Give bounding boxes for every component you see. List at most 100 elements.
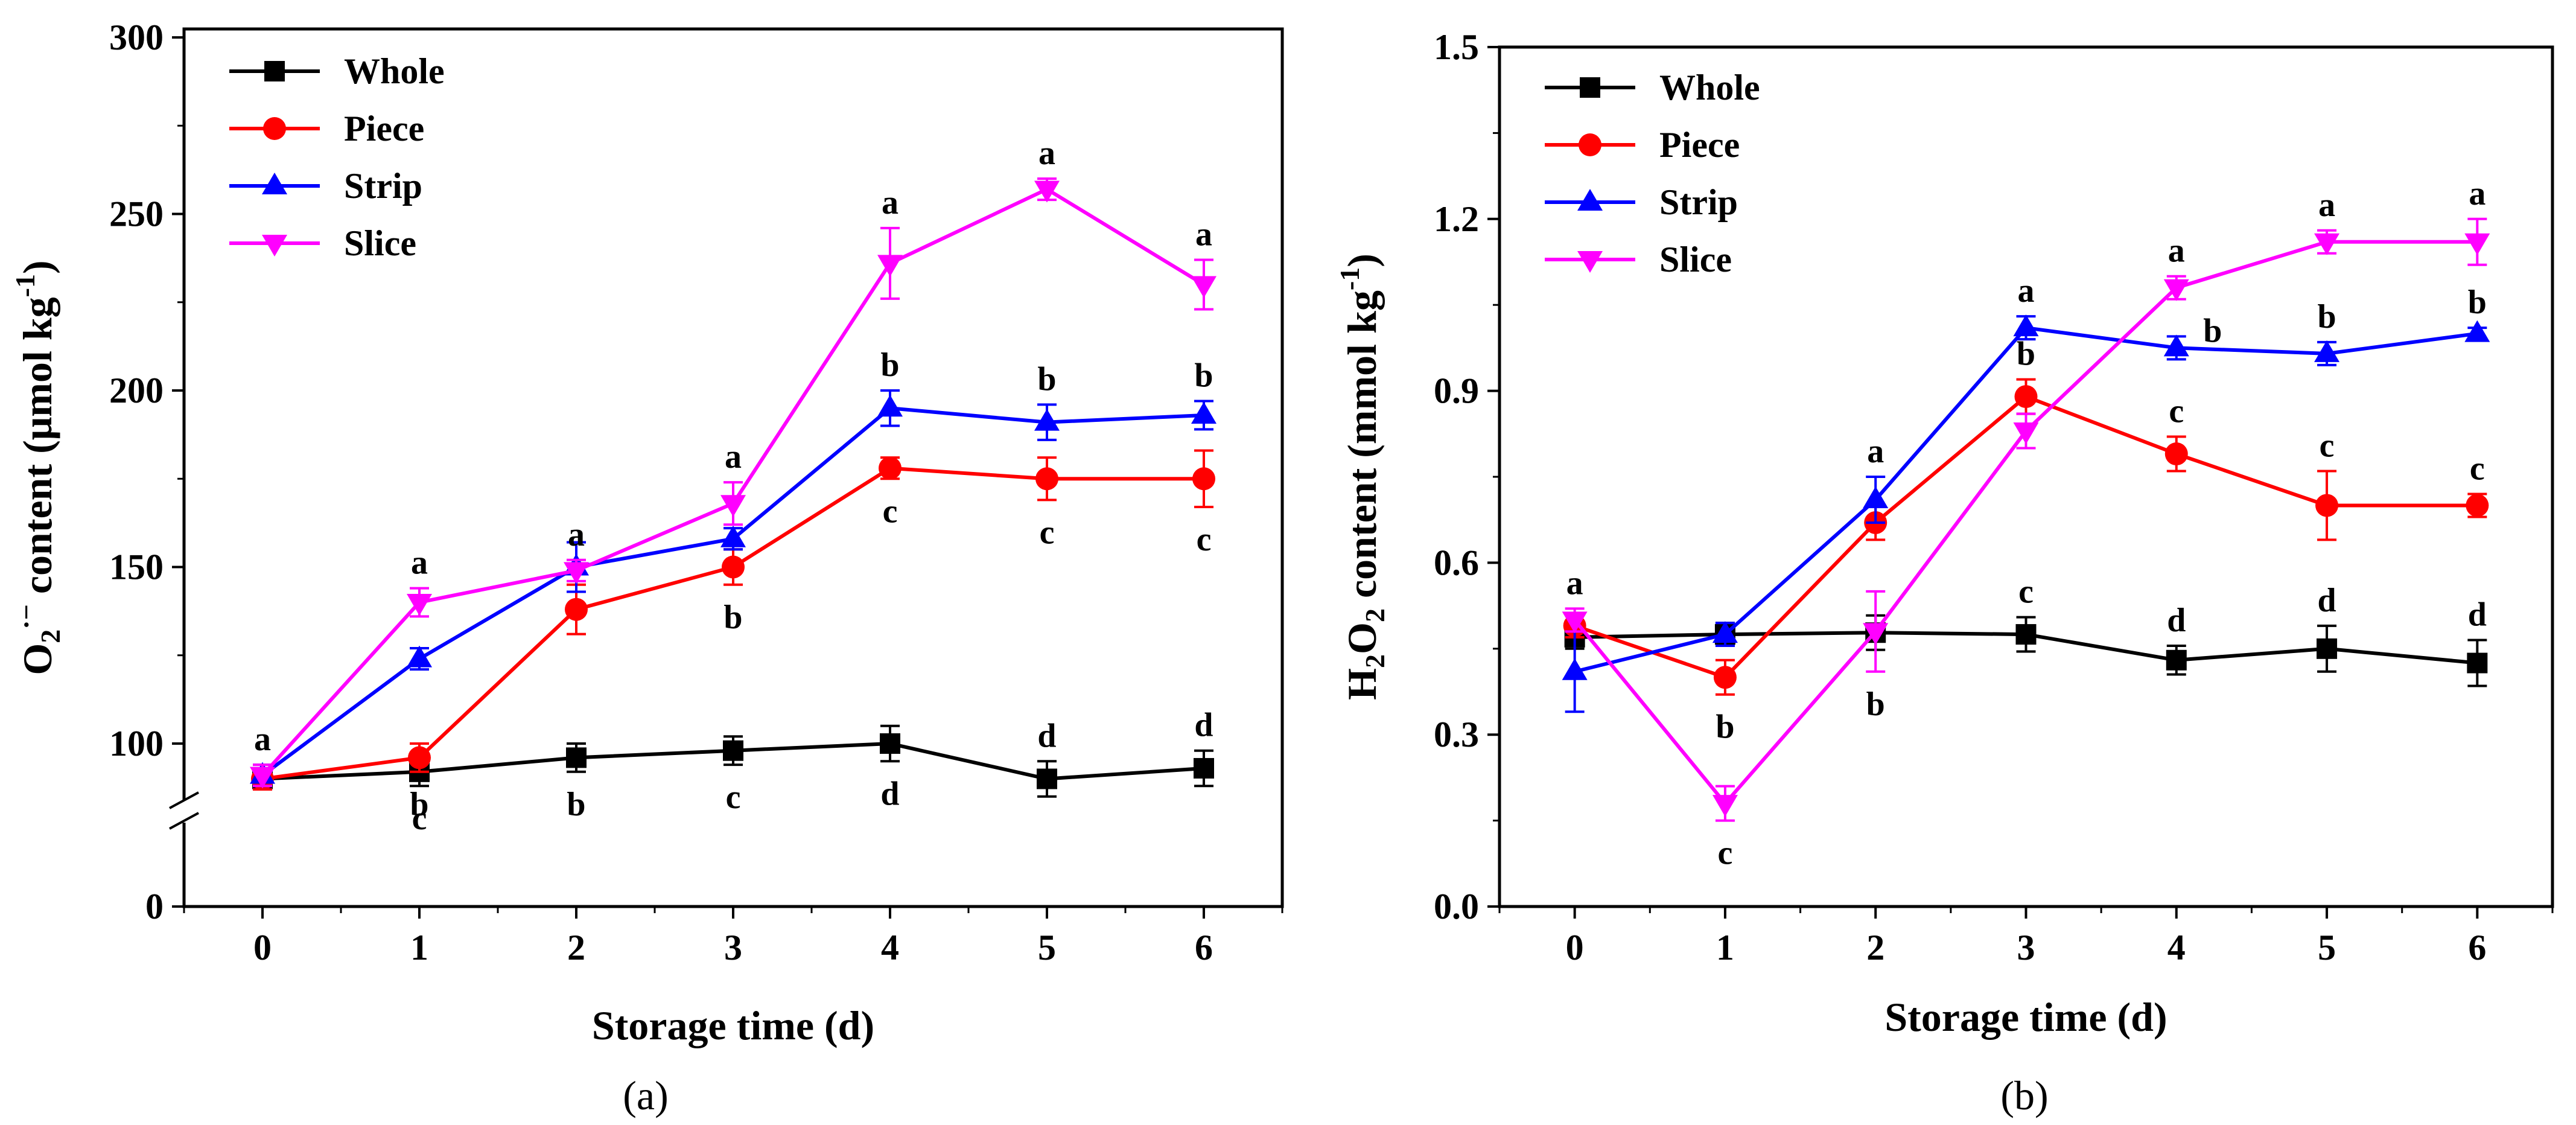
panel-a-series-slice-point xyxy=(1191,276,1216,298)
panel-b-ytick-label: 1.5 xyxy=(1434,27,1479,67)
panel-b-series-strip-point xyxy=(2314,340,2340,362)
panel-a-series-piece-point xyxy=(879,456,902,480)
panel-a-ytick-label: 150 xyxy=(109,547,164,587)
panel-b-significance-letter: d xyxy=(2167,602,2186,639)
panel-a-significance-letter: a xyxy=(411,544,428,582)
panel-b-significance-letter: c xyxy=(2320,427,2335,465)
panel-a-panel-label: (a) xyxy=(623,1072,668,1118)
panel-a-xtick-label: 4 xyxy=(881,928,899,967)
panel-b-series-whole-point xyxy=(2015,624,2037,645)
panel-b-chart: 0.0 0.3 0.6 0.9 1.2 1.5 0 1 2 3 4 5 6 Storage time (d… xyxy=(1334,27,2554,1118)
panel-a-xtick-label: 1 xyxy=(410,928,428,967)
panel-b-ytick-label: 0.0 xyxy=(1434,887,1479,926)
panel-b-significance-letter: a xyxy=(1867,433,1884,470)
panel-a-significance-letter: a xyxy=(725,438,742,476)
panel-a-series-whole-point xyxy=(566,747,587,768)
panel-b-significance-letter: c xyxy=(1717,835,1732,872)
panel-b-significance-letter: a xyxy=(2318,186,2335,224)
panel-b-significance-letter: c xyxy=(2169,393,2184,430)
panel-b-series-whole xyxy=(1564,614,2488,687)
panel-b-significance-letter: a xyxy=(2018,272,2035,310)
panel-a-axis-break-mark xyxy=(169,791,199,809)
panel-b-series-slice-point xyxy=(2013,422,2039,445)
panel-b-series-strip xyxy=(1562,314,2490,713)
panel-a-series-strip-point xyxy=(877,395,903,417)
panel-b-series-piece-point xyxy=(2014,385,2038,409)
panel-b-plot-frame xyxy=(1498,45,2554,908)
panel-b-legend-label: Piece xyxy=(1659,125,1740,165)
panel-b-series-strip-point xyxy=(1712,621,1738,643)
panel-b-legend-label: Strip xyxy=(1659,182,1738,222)
panel-a-series-strip-point xyxy=(1191,401,1216,424)
panel-a-series-slice-point xyxy=(250,766,275,789)
panel-b-series-slice-point xyxy=(1562,611,1588,634)
panel-b-legend-marker xyxy=(1577,189,1603,211)
panel-b-xtick-label: 5 xyxy=(2318,928,2336,967)
panel-a-significance-letter: a xyxy=(882,184,898,221)
panel-b-legend-marker xyxy=(1580,77,1600,98)
panel-a-series-piece-point xyxy=(565,598,588,621)
panel-b-panel-label: (b) xyxy=(2000,1072,2048,1118)
panel-b-ytick-label: 0.3 xyxy=(1434,715,1479,754)
panel-a-series-slice-point xyxy=(1034,180,1060,203)
panel-b-significance-letter: b xyxy=(2017,336,2035,373)
panel-a-significance-letter: c xyxy=(412,800,427,837)
panel-b-legend-label: Whole xyxy=(1659,68,1760,107)
panel-b-series-strip-point xyxy=(2013,314,2039,337)
panel-b-xtick-label: 6 xyxy=(2468,928,2486,967)
panel-a-axis-break-mark xyxy=(169,812,199,830)
panel-a-axis-break-gap xyxy=(168,801,200,823)
panel-a-series-piece-point xyxy=(408,746,431,770)
panel-a-legend-label: Strip xyxy=(344,166,422,206)
panel-a-xtick-label: 6 xyxy=(1195,928,1213,967)
panel-b-series-piece-point xyxy=(1713,666,1737,689)
panel-a-significance-letter: c xyxy=(883,492,898,530)
panel-b-series-piece xyxy=(1563,378,2489,696)
panel-b-significance-letter: a xyxy=(2168,232,2185,270)
panel-a-xtick-label: 3 xyxy=(724,928,742,967)
panel-a-significance-letter: b xyxy=(567,786,585,823)
panel-b-significance-letter: b xyxy=(1866,686,1885,723)
panel-b-series-whole-point xyxy=(2467,652,2488,674)
panel-b-legend-label: Slice xyxy=(1659,240,1732,279)
panel-b-series-piece-point xyxy=(2315,494,2339,517)
panel-b-significance-letter: d xyxy=(2317,582,2336,619)
panel-b-ytick-label: 0.6 xyxy=(1434,543,1479,582)
panel-a-significance-letter: c xyxy=(1197,521,1212,558)
panel-a-legend-label: Piece xyxy=(344,109,424,148)
panel-a-significance-letter: a xyxy=(568,516,585,553)
panel-a-significance-letter: b xyxy=(410,786,428,823)
panel-b-legend: Whole Piece Strip Slice xyxy=(1545,68,1760,279)
panel-b-significance-letter: b xyxy=(2317,298,2336,336)
panel-a-series-strip-point xyxy=(407,645,432,668)
panel-b-significance-letter: d xyxy=(2468,596,2487,634)
panel-a-series-piece-point xyxy=(722,555,745,579)
panel-b-series-slice-point xyxy=(1712,795,1738,817)
panel-a-series-whole-point xyxy=(723,740,743,761)
panel-a-chart: 0 100 150 200 250 300 0 1 2 3 4 5 6 Storage time (d) O… xyxy=(10,18,1284,1118)
panel-a-legend-marker xyxy=(262,173,287,194)
panel-b-series-strip-point xyxy=(2464,320,2490,342)
panel-b-significance-letter: a xyxy=(2469,175,2485,212)
panel-b-series-whole-point xyxy=(2317,638,2338,659)
panel-b-xtick-label: 4 xyxy=(2167,928,2186,967)
panel-a-significance-letter: b xyxy=(880,346,899,384)
panel-b-series-strip-point xyxy=(1562,658,1588,680)
panel-b-series-strip-point xyxy=(1863,486,1889,508)
panel-b-series-slice-point xyxy=(2163,279,2189,301)
panel-b-series-strip-point xyxy=(2163,334,2189,357)
panel-a-series-slice-point xyxy=(407,594,432,616)
panel-a-legend-marker xyxy=(264,61,285,81)
panel-b-series-piece-point xyxy=(2164,442,2188,466)
panel-b-xtick-label: 2 xyxy=(1866,928,1884,967)
panel-a-series-whole-point xyxy=(1194,757,1214,779)
panel-a-series-slice-point xyxy=(877,255,903,277)
panel-a-series-piece xyxy=(251,449,1215,791)
panel-b-ytick-label: 1.2 xyxy=(1434,199,1479,239)
panel-a-legend-label: Slice xyxy=(344,223,416,263)
panel-a-series-piece-point xyxy=(1035,467,1058,491)
panel-a-significance-letter: d xyxy=(880,775,899,812)
panel-a-series-strip-point xyxy=(1034,409,1060,431)
panel-a-ytick-label: 300 xyxy=(109,18,164,57)
